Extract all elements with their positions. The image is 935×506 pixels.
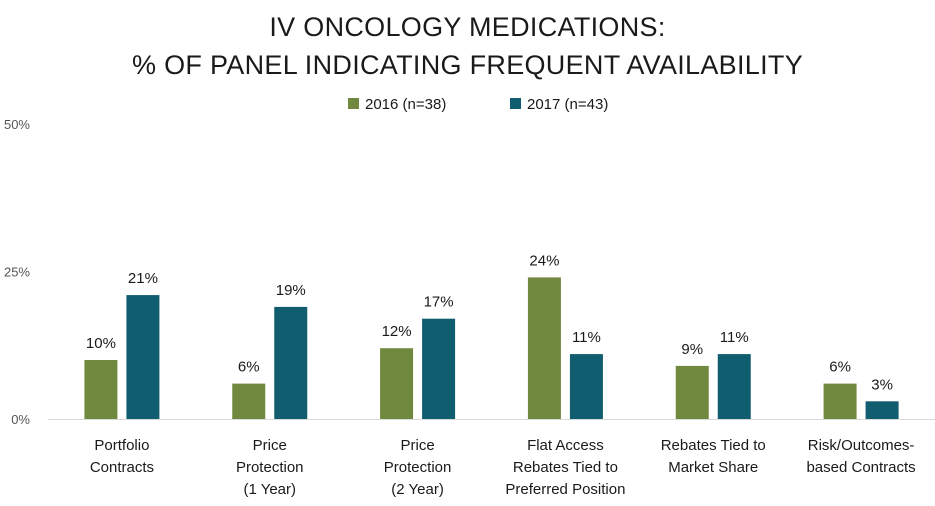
bar-0-1 — [126, 295, 160, 419]
bar-1-0 — [232, 383, 266, 419]
data-label-0-1: 21% — [128, 270, 158, 287]
bar-4-0 — [675, 365, 709, 419]
data-label-3-0: 24% — [529, 252, 559, 269]
data-label-3-1: 11% — [572, 329, 601, 346]
data-label-4-1: 11% — [720, 329, 749, 346]
data-label-0-0: 10% — [86, 335, 116, 352]
x-tick-label-4-1: Market Share — [668, 459, 758, 476]
x-tick-label-3-0: Flat Access — [527, 437, 604, 454]
chart-title: IV ONCOLOGY MEDICATIONS: % OF PANEL INDI… — [0, 8, 935, 84]
x-tick-label-3-2: Preferred Position — [505, 481, 625, 498]
x-tick-label-4-0: Rebates Tied to — [661, 437, 766, 454]
data-label-5-1: 3% — [871, 376, 893, 393]
x-tick-label-2-2: (2 Year) — [391, 481, 444, 498]
data-label-2-1: 17% — [424, 294, 454, 311]
x-tick-label-5-0: Risk/Outcomes- — [808, 437, 915, 454]
x-tick-label-1-1: Protection — [236, 459, 304, 476]
data-label-4-0: 9% — [681, 341, 703, 358]
legend-label-0: 2016 (n=38) — [365, 96, 446, 113]
data-label-2-0: 12% — [382, 323, 412, 340]
bar-1-1 — [274, 306, 308, 419]
x-tick-label-0-0: Portfolio — [94, 437, 149, 454]
bar-3-0 — [527, 277, 561, 419]
data-label-1-1: 19% — [276, 282, 306, 299]
bar-3-1 — [569, 354, 603, 419]
legend-swatch-0 — [348, 98, 359, 109]
legend: 2016 (n=38) 2017 (n=43) — [348, 96, 608, 113]
x-tick-label-5-1: based Contracts — [806, 459, 915, 476]
legend-swatch-1 — [510, 98, 521, 109]
bar-2-0 — [380, 348, 414, 419]
x-axis: Portfolio Contracts Price Protection (1 Year… — [90, 437, 916, 498]
chart-title-line-1: IV ONCOLOGY MEDICATIONS: — [269, 12, 666, 42]
x-tick-label-1-2: (1 Year) — [243, 481, 296, 498]
data-label-1-0: 6% — [238, 359, 260, 376]
x-tick-label-0-1: Contracts — [90, 459, 154, 476]
x-tick-label-2-1: Protection — [384, 459, 452, 476]
data-label-5-0: 6% — [829, 359, 851, 376]
bar-5-1 — [865, 401, 899, 419]
bar-4-1 — [717, 354, 751, 419]
bar-5-0 — [823, 383, 857, 419]
legend-label-1: 2017 (n=43) — [527, 96, 608, 113]
bar-0-0 — [84, 360, 118, 419]
y-tick-label-0: 0% — [11, 412, 30, 427]
x-tick-label-2-0: Price — [400, 437, 434, 454]
y-tick-label-1: 25% — [4, 265, 30, 280]
chart-title-line-2: % OF PANEL INDICATING FREQUENT AVAILABIL… — [131, 50, 804, 80]
y-tick-label-2: 50% — [4, 117, 30, 132]
bars: 10% 21% 6% 19% 12% 17% 24% 11% 9% 11% 6% 3% — [84, 252, 899, 419]
x-tick-label-1-0: Price — [253, 437, 287, 454]
y-axis: 0% 25% 50% — [4, 117, 935, 427]
x-tick-label-3-1: Rebates Tied to — [513, 459, 618, 476]
bar-2-1 — [422, 318, 456, 419]
